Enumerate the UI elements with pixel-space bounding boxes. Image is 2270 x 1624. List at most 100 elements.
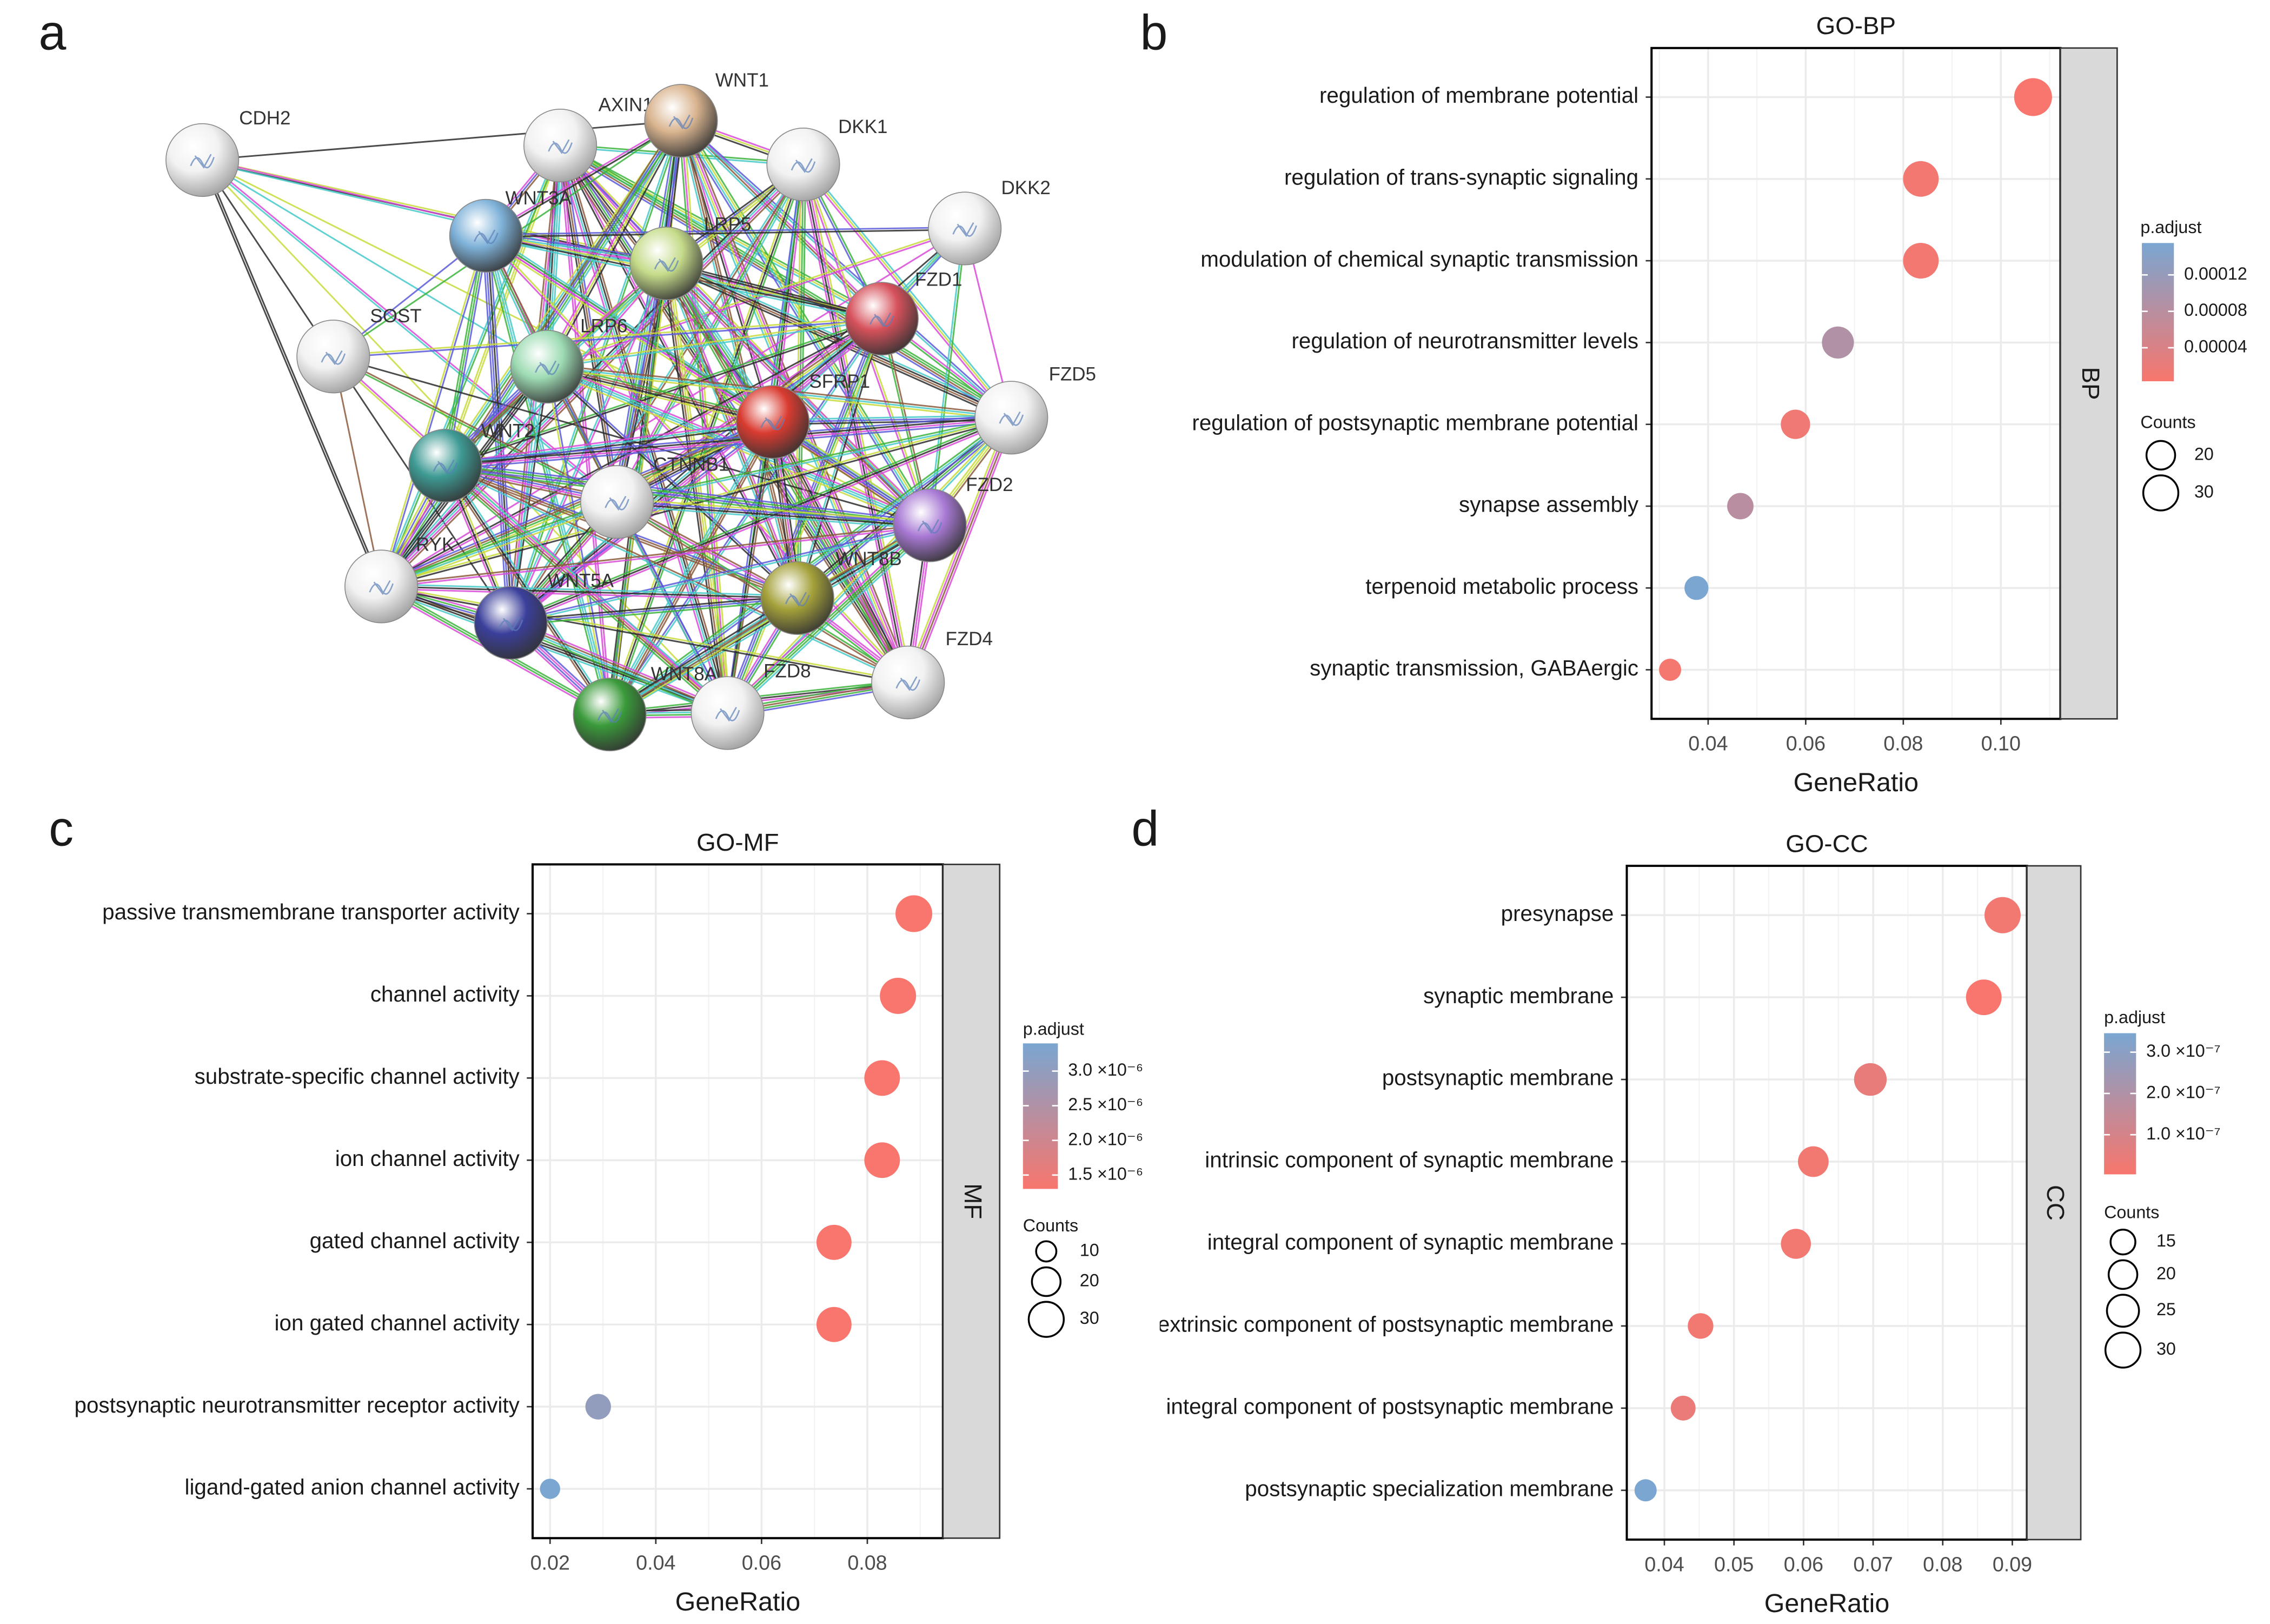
colorbar-label: 1.5 ×10⁻⁶: [1068, 1164, 1143, 1183]
edge: [546, 227, 965, 367]
edge: [510, 599, 798, 626]
y-tick-label: gated channel activity: [310, 1228, 520, 1253]
edge: [510, 523, 930, 623]
dot: [1781, 1229, 1811, 1259]
y-tick-label: modulation of chemical synaptic transmis…: [1200, 247, 1638, 271]
plot-panel: [1627, 866, 2027, 1540]
size-legend-key: [2109, 1229, 2136, 1256]
strip-label: BP: [2077, 367, 2105, 400]
edge: [772, 416, 1012, 423]
edge: [616, 505, 930, 530]
node-label: WNT1: [715, 70, 769, 91]
edge: [510, 416, 1012, 624]
y-tick-label: regulation of trans-synaptic signaling: [1284, 165, 1638, 190]
y-tick-label: regulation of neurotransmitter levels: [1291, 328, 1638, 353]
edge: [728, 319, 884, 714]
edge: [510, 597, 798, 624]
node-label: DKK2: [1001, 177, 1051, 198]
y-tick-label: passive transmembrane transporter activi…: [102, 899, 520, 924]
edge: [512, 619, 729, 711]
y-tick-label: regulation of membrane potential: [1319, 83, 1638, 108]
edge: [488, 235, 515, 623]
edge: [382, 503, 619, 589]
node-label: FZD4: [946, 628, 993, 649]
size-legend-key: [2145, 440, 2176, 471]
edge: [509, 625, 727, 717]
edge: [680, 121, 1011, 419]
edge: [381, 263, 668, 588]
node-label: FZD2: [966, 474, 1013, 495]
protein-node: [344, 549, 419, 624]
legend-title: Counts: [2104, 1203, 2159, 1222]
protein-structure: [869, 312, 894, 328]
edge: [379, 144, 560, 587]
size-legend-key: [2142, 474, 2180, 512]
x-tick-label: 0.07: [1853, 1553, 1893, 1575]
edge: [666, 261, 882, 319]
protein-node: [871, 645, 945, 720]
edge: [802, 164, 1012, 419]
y-tick-label: terpenoid metabolic process: [1365, 574, 1638, 599]
edge: [547, 316, 882, 367]
edge: [442, 235, 485, 466]
edge: [332, 356, 382, 587]
edge: [614, 262, 665, 502]
edge: [616, 415, 1012, 502]
edge: [906, 416, 1011, 682]
edge: [380, 499, 617, 585]
protein-structure: [605, 495, 629, 511]
edge: [510, 621, 728, 713]
protein-structure: [474, 229, 499, 244]
y-tick-label: regulation of postsynaptic membrane pote…: [1192, 410, 1638, 435]
node-label: LRP6: [580, 316, 627, 337]
y-tick-label: postsynaptic neurotransmitter receptor a…: [75, 1393, 520, 1417]
size-legend-key: [2107, 1259, 2139, 1290]
protein-node: [573, 678, 647, 752]
panel-label: c: [49, 801, 74, 856]
protein-structure: [895, 676, 921, 691]
protein-node: [165, 123, 240, 197]
dot: [816, 1307, 852, 1342]
edge: [445, 423, 773, 469]
edge: [201, 160, 617, 504]
protein-structure: [548, 139, 573, 155]
protein-node: [408, 428, 482, 503]
edge: [202, 158, 619, 502]
colorbar-label: 3.0 ×10⁻⁷: [2146, 1041, 2220, 1060]
edge: [616, 502, 930, 528]
y-tick-label: synaptic transmission, GABAergic: [1310, 655, 1638, 680]
edge: [202, 120, 681, 161]
y-tick-label: synaptic membrane: [1423, 983, 1614, 1008]
edge: [615, 502, 727, 714]
node-label: SFRP1: [809, 371, 870, 392]
dot: [1854, 1063, 1887, 1096]
x-tick-label: 0.04: [1688, 732, 1728, 755]
x-tick-label: 0.08: [847, 1552, 887, 1574]
network-edges: [200, 117, 1015, 719]
x-axis-title: GeneRatio: [675, 1587, 801, 1616]
edge: [380, 588, 727, 716]
y-tick-label: integral component of postsynaptic membr…: [1166, 1394, 1614, 1418]
dot: [1903, 161, 1939, 197]
protein-structure: [952, 222, 977, 237]
node-label: AXIN1: [599, 95, 653, 116]
edge: [381, 145, 562, 587]
edge: [772, 414, 1012, 421]
y-tick-label: substrate-specific channel activity: [195, 1064, 520, 1089]
edge: [445, 319, 882, 468]
edge: [202, 159, 383, 587]
edge: [617, 500, 930, 525]
dot: [1781, 409, 1810, 439]
edge: [547, 365, 799, 598]
colorbar-label: 2.0 ×10⁻⁶: [1068, 1129, 1143, 1149]
edge: [200, 160, 381, 587]
legend-title: Counts: [2140, 413, 2195, 432]
size-legend-key: [1031, 1266, 1062, 1297]
strip: [2060, 47, 2118, 720]
colorbar-label: 0.00004: [2184, 337, 2247, 356]
edge: [801, 164, 908, 683]
edge: [608, 596, 798, 714]
strip: [942, 864, 1001, 1539]
protein-node: [580, 465, 654, 539]
